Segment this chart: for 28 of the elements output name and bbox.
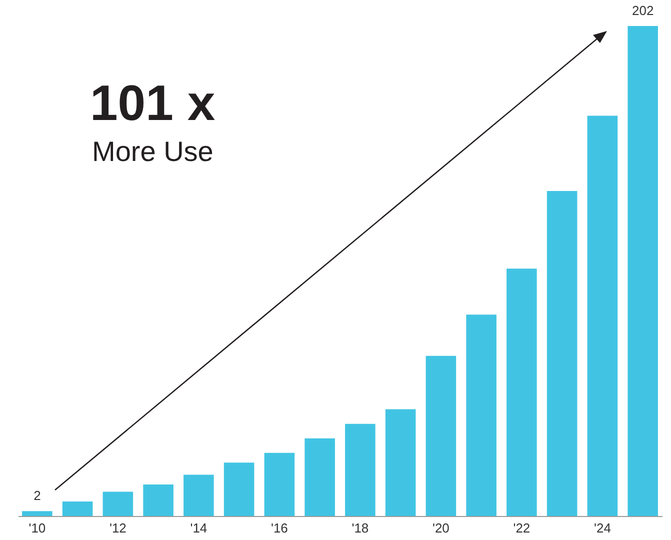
- x-tick-label: '18: [352, 520, 369, 536]
- bar: [426, 356, 456, 516]
- x-tick-label: '22: [513, 520, 530, 536]
- bar: [506, 268, 537, 516]
- bar: [62, 501, 93, 516]
- annotation: 101 x: [90, 74, 216, 132]
- data-label: 2: [34, 488, 41, 504]
- bar: [466, 314, 496, 516]
- bar: [143, 484, 174, 516]
- bar: [345, 424, 376, 516]
- bar: [587, 116, 618, 516]
- annotation: More Use: [92, 136, 214, 168]
- bar: [628, 26, 658, 516]
- bar: [22, 511, 52, 516]
- x-tick-label: '10: [28, 520, 46, 536]
- bar: [385, 409, 416, 516]
- x-tick-label: '14: [190, 520, 208, 536]
- x-tick-label: '16: [270, 520, 288, 536]
- x-tick-label: '24: [594, 520, 611, 536]
- bar: [224, 462, 254, 516]
- bar: [102, 492, 134, 516]
- bar: [546, 190, 578, 516]
- x-tick-label: '12: [109, 520, 126, 536]
- bar: [304, 438, 335, 516]
- bar: [264, 452, 295, 516]
- bar: [184, 474, 214, 516]
- x-tick-label: '20: [432, 520, 450, 536]
- data-label: 202: [632, 3, 654, 18]
